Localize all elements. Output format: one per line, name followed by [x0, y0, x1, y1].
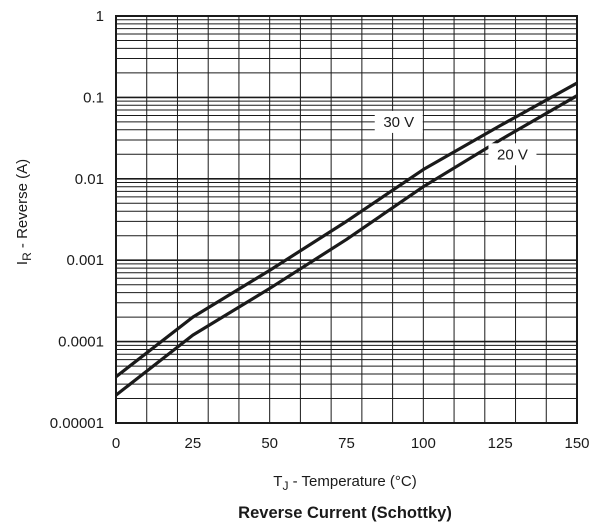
series-label-30v: 30 V: [383, 114, 414, 131]
x-tick-label: 100: [411, 435, 436, 452]
x-axis-title: TJ - Temperature (°C): [273, 473, 416, 493]
series-labels: 30 V 20 V: [374, 110, 537, 166]
y-axis-title-sub: R: [20, 252, 34, 261]
series-line-30v: [115, 81, 578, 379]
plot-frame: [115, 15, 578, 424]
plot-border: [115, 15, 578, 424]
y-tick-label: 0.001: [66, 252, 104, 269]
tick-labels: 0 25 50 75 100 125 150 0.00001 0.0001 0.001 0.01 0.…: [50, 8, 590, 452]
x-axis-title-rest: - Temperature (°C): [288, 473, 416, 490]
grid: [115, 15, 578, 424]
series-label-background-20v: [488, 143, 537, 166]
x-tick-label: 75: [338, 435, 355, 452]
y-tick-label: 0.00001: [50, 415, 104, 432]
x-tick-label: 50: [261, 435, 278, 452]
y-tick-label: 0.0001: [58, 334, 104, 351]
x-tick-label: 125: [488, 435, 513, 452]
x-tick-label: 150: [564, 435, 589, 452]
y-axis-title-rest: - Reverse (A): [14, 159, 31, 252]
x-axis-title-sub: J: [282, 479, 288, 493]
y-axis-title-main: I: [14, 261, 31, 265]
y-tick-label: 0.1: [83, 89, 104, 106]
x-tick-label: 25: [184, 435, 201, 452]
y-tick-label: 0.01: [75, 171, 104, 188]
y-tick-label: 1: [96, 8, 104, 25]
series-lines: [115, 81, 578, 397]
y-axis-title: IR - Reverse (A): [14, 159, 34, 265]
series-line-20v: [115, 94, 578, 397]
series-label-background-30v: [374, 110, 423, 133]
series-label-20v: 20 V: [497, 146, 528, 163]
x-tick-label: 0: [112, 435, 120, 452]
x-axis-title-main: T: [273, 473, 282, 490]
chart-title: Reverse Current (Schottky): [238, 504, 452, 522]
